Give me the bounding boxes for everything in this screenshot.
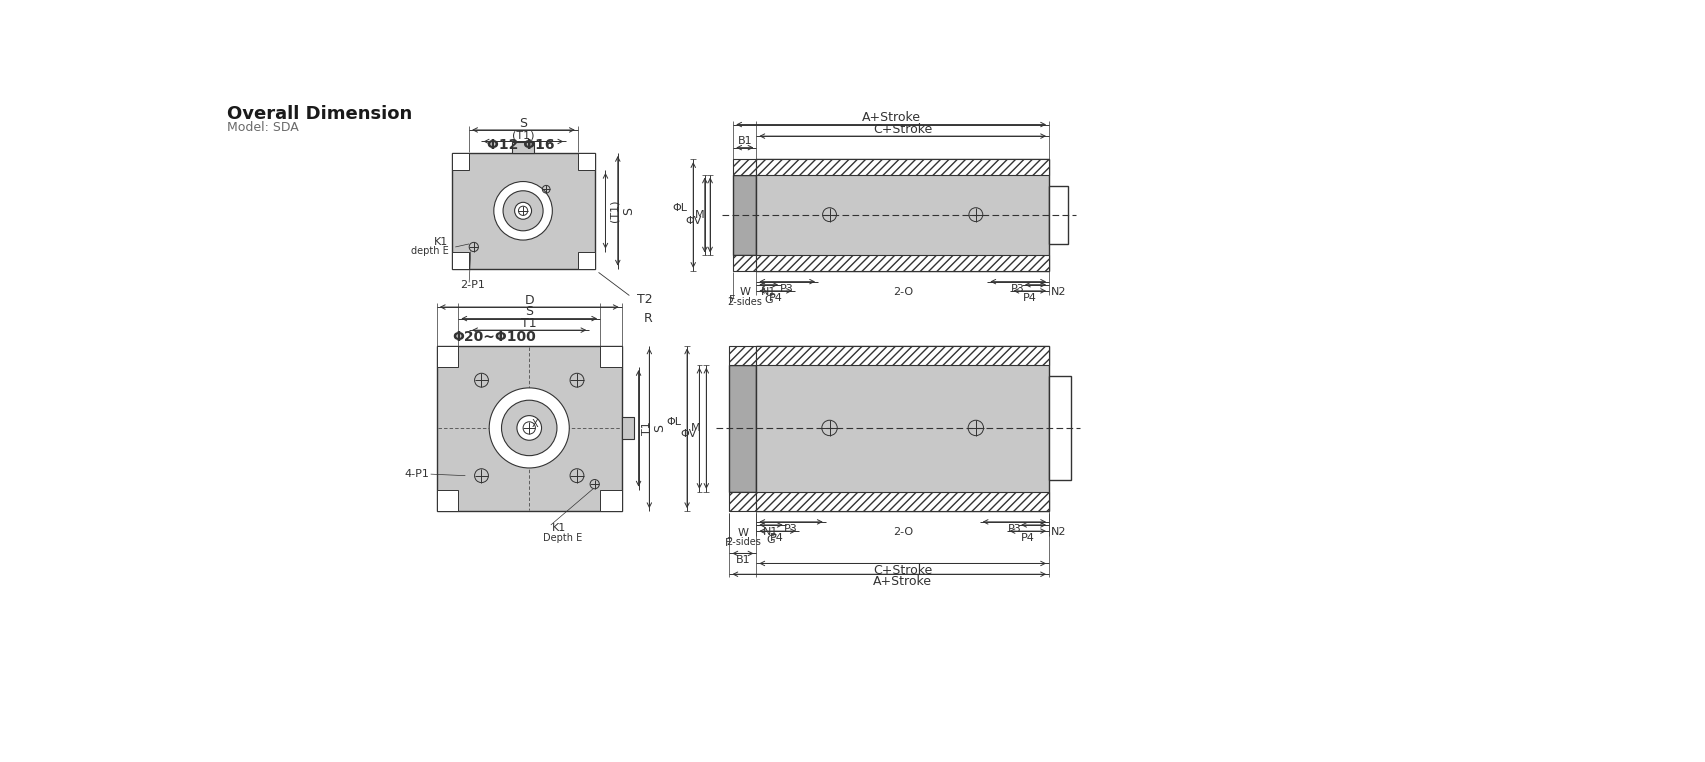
Text: Depth E: Depth E: [544, 533, 583, 543]
Text: G: G: [764, 295, 772, 305]
Text: 2-sides: 2-sides: [726, 537, 760, 547]
Text: B1: B1: [737, 555, 750, 565]
Text: Φ12 Φ16: Φ12 Φ16: [488, 138, 554, 152]
Bar: [600, 345, 622, 367]
Text: A+Stroke: A+Stroke: [861, 111, 921, 124]
Text: P3: P3: [1008, 523, 1021, 534]
Text: M: M: [694, 210, 704, 219]
Circle shape: [515, 203, 532, 219]
Text: ΦL: ΦL: [667, 417, 680, 427]
Bar: [436, 345, 459, 367]
Bar: [436, 345, 622, 511]
Text: ΦV: ΦV: [685, 216, 702, 226]
Text: N1: N1: [760, 287, 776, 296]
Text: F: F: [728, 295, 735, 305]
Bar: [757, 345, 1049, 511]
Bar: [730, 345, 757, 365]
Circle shape: [494, 181, 552, 240]
Text: depth E: depth E: [411, 246, 448, 256]
Circle shape: [489, 388, 569, 468]
Bar: [730, 365, 757, 491]
Text: 2-O: 2-O: [893, 287, 912, 296]
Text: Φ20~Φ100: Φ20~Φ100: [452, 330, 535, 344]
Text: 2-O: 2-O: [893, 527, 912, 537]
Text: S: S: [622, 207, 634, 215]
Text: F: F: [725, 539, 731, 549]
Circle shape: [503, 190, 544, 231]
Circle shape: [517, 415, 542, 440]
Text: N1: N1: [764, 527, 779, 537]
Bar: [757, 159, 1049, 174]
Bar: [757, 491, 1049, 511]
Text: (T1): (T1): [512, 130, 534, 140]
Text: 2-P1: 2-P1: [460, 280, 484, 290]
Text: D: D: [525, 293, 534, 306]
Bar: [757, 255, 1049, 271]
Bar: [757, 345, 1049, 365]
Text: W: W: [738, 527, 748, 538]
Text: S: S: [525, 305, 534, 319]
Text: P4: P4: [769, 293, 783, 303]
Bar: [733, 159, 757, 174]
Bar: [578, 251, 595, 268]
Text: P4: P4: [771, 533, 784, 543]
Text: C+Stroke: C+Stroke: [873, 123, 933, 136]
Text: 4-P1: 4-P1: [404, 469, 430, 479]
Bar: [757, 159, 1049, 271]
Bar: [452, 153, 595, 268]
Text: W: W: [740, 287, 750, 297]
Text: 2-sides: 2-sides: [728, 296, 762, 306]
Text: P3: P3: [781, 283, 795, 293]
Bar: [600, 489, 622, 511]
Text: Model: SDA: Model: SDA: [227, 120, 298, 133]
Text: R: R: [644, 312, 653, 325]
Bar: [578, 153, 595, 170]
Text: X: X: [532, 419, 539, 429]
Text: G: G: [767, 536, 776, 546]
Text: (T1): (T1): [609, 200, 619, 222]
Text: ΦV: ΦV: [680, 429, 696, 439]
Text: M: M: [691, 423, 701, 433]
Text: P4: P4: [1023, 293, 1037, 303]
Text: S: S: [518, 117, 527, 130]
Bar: [512, 142, 534, 153]
Bar: [733, 174, 757, 255]
Text: T1: T1: [643, 421, 653, 435]
Text: S: S: [653, 424, 667, 432]
Text: A+Stroke: A+Stroke: [873, 575, 933, 588]
Text: B1: B1: [738, 136, 752, 146]
Bar: [1049, 186, 1069, 244]
Text: P4: P4: [1021, 533, 1035, 543]
Bar: [452, 153, 469, 170]
Text: K1: K1: [552, 523, 566, 533]
Text: ΦL: ΦL: [672, 203, 687, 213]
Bar: [733, 255, 757, 271]
Text: N2: N2: [1050, 287, 1066, 296]
Text: P3: P3: [784, 523, 798, 534]
Text: P3: P3: [1011, 283, 1025, 293]
Bar: [436, 489, 459, 511]
Bar: [452, 251, 469, 268]
Text: K1: K1: [435, 236, 448, 247]
Text: N2: N2: [1050, 527, 1066, 537]
Text: T1: T1: [522, 317, 537, 330]
Bar: [1049, 376, 1071, 480]
Circle shape: [501, 400, 558, 456]
Text: C+Stroke: C+Stroke: [873, 564, 933, 577]
Bar: [622, 417, 634, 439]
Text: T2: T2: [638, 293, 653, 306]
Bar: [730, 491, 757, 511]
Text: Overall Dimension: Overall Dimension: [227, 105, 413, 123]
